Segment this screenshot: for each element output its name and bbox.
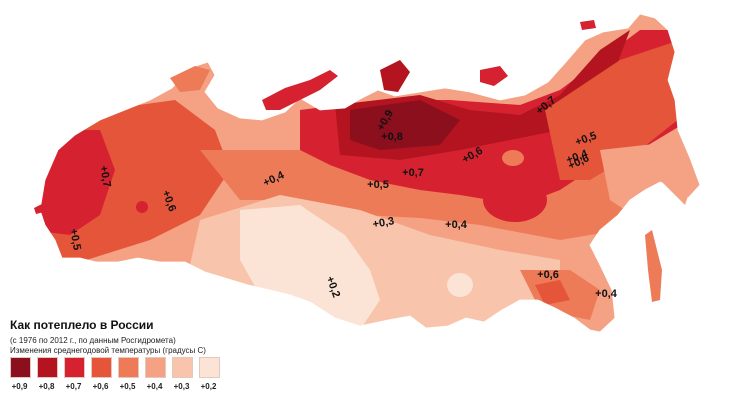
- land-outline: [39, 13, 701, 333]
- arctic-islands: [34, 20, 596, 214]
- legend-swatch: [199, 357, 220, 378]
- legend-swatch: [172, 357, 193, 378]
- isotherm-label: +0,7: [97, 165, 113, 188]
- legend-swatch: [91, 357, 112, 378]
- legend-label: +0,6: [92, 382, 109, 391]
- legend-swatches: [10, 357, 220, 378]
- isotherm-label: +0,7: [402, 167, 424, 179]
- legend-label: +0,4: [146, 382, 163, 391]
- isotherm-label: +0,3: [372, 215, 395, 231]
- novaya-zemlya-island: [262, 70, 338, 110]
- legend-swatch: [118, 357, 139, 378]
- zone-taimyr-09: [350, 100, 460, 150]
- wrangel-island: [580, 20, 596, 30]
- zone-spot-yak: [502, 150, 524, 166]
- isotherm-label: +0,4: [595, 288, 618, 300]
- legend-label: +0,3: [173, 382, 190, 391]
- kamchatka-peninsula: [640, 140, 690, 205]
- legend-label: +0,8: [38, 382, 55, 391]
- isotherm-label: +0,4: [445, 219, 468, 231]
- legend-label: +0,2: [200, 382, 217, 391]
- zone-spot-moscow: [136, 201, 148, 213]
- legend-label: +0,7: [65, 382, 82, 391]
- kola-region: [170, 66, 210, 92]
- legend-swatch: [64, 357, 85, 378]
- kaliningrad-region: [34, 204, 44, 214]
- zone-spot-light: [447, 273, 473, 297]
- zone-yakutia-07: [483, 178, 547, 222]
- legend-subtitle-source: (с 1976 по 2012 г., по данным Росгидроме…: [10, 336, 176, 345]
- legend-swatch: [145, 357, 166, 378]
- isotherm-label: +0,8: [381, 131, 403, 143]
- sakhalin-island: [645, 230, 662, 302]
- isotherm-label: +0,5: [367, 179, 389, 191]
- legend-label: +0,9: [11, 382, 28, 391]
- legend-swatch: [10, 357, 31, 378]
- isotherm-label: +0,5: [67, 228, 83, 251]
- novosibirsk-island: [480, 66, 508, 86]
- legend-swatch: [37, 357, 58, 378]
- legend-label: +0,5: [119, 382, 136, 391]
- legend-labels: +0,9 +0,8 +0,7 +0,6 +0,5 +0,4 +0,3 +0,2: [6, 382, 222, 391]
- legend-title: Как потеплело в России: [10, 318, 154, 332]
- severnaya-zemlya-island: [380, 60, 410, 92]
- zone-amur-06: [535, 280, 570, 305]
- zone-east-06: [545, 40, 690, 180]
- legend-subtitle-units: Изменения среднегодовой температуры (гра…: [10, 346, 206, 355]
- isotherm-label: +0,6: [537, 269, 559, 281]
